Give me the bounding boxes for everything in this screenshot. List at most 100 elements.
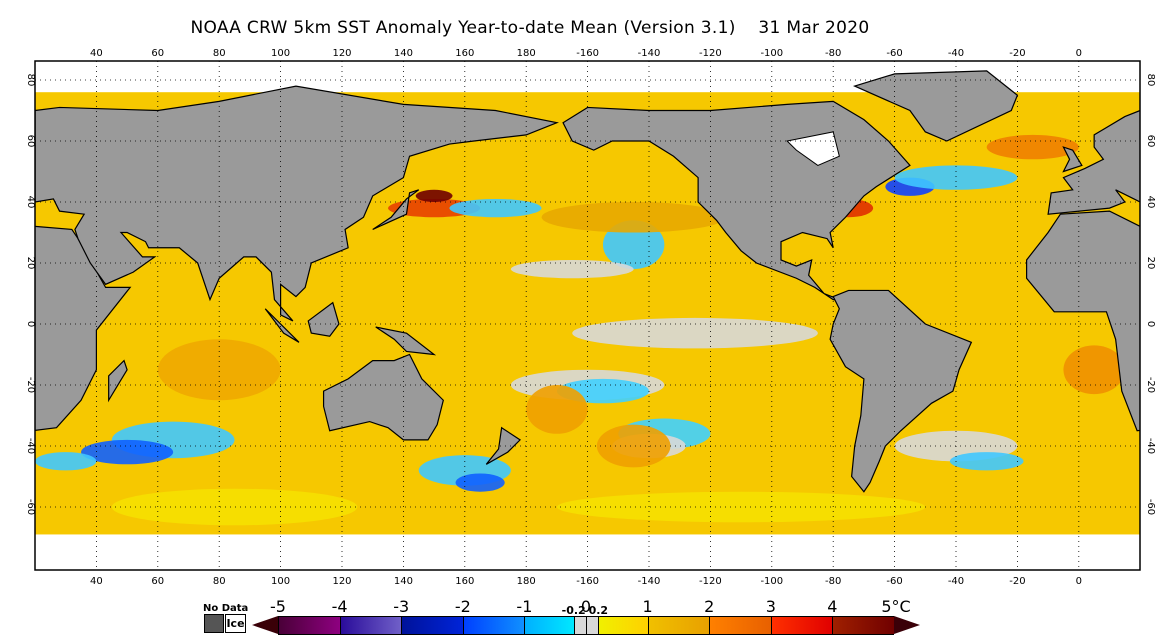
lon-tick-label: 140	[394, 576, 413, 587]
colorbar-segment	[832, 617, 894, 634]
anomaly-patch	[510, 259, 634, 279]
colorbar-segment	[339, 617, 402, 634]
lon-tick-label: -20	[1009, 576, 1025, 587]
ice-swatch: Ice	[225, 614, 246, 633]
colorbar-segment	[401, 617, 463, 634]
anomaly-patch	[35, 452, 97, 471]
colorbar-segment	[524, 617, 574, 634]
anomaly-patch	[111, 488, 358, 526]
colorbar-segment	[598, 617, 648, 634]
lon-tick-label: 120	[332, 576, 351, 587]
land-africa	[1026, 210, 1140, 432]
colorbar-segment	[573, 617, 586, 634]
lon-tick-label: -160	[576, 576, 599, 587]
lat-tick-label: 60	[25, 135, 36, 148]
lon-tick-label: 80	[213, 576, 226, 587]
colorbar-label: -3	[393, 597, 410, 616]
lon-tick-label: -100	[760, 576, 783, 587]
lon-tick-label: -120	[699, 48, 722, 59]
lon-tick-label: -140	[638, 576, 661, 587]
colorbar-label: -0.2	[561, 604, 586, 617]
anomaly-patch	[572, 317, 818, 349]
colorbar-segment	[709, 617, 771, 634]
land-new-zealand	[485, 426, 522, 465]
lat-tick-label: 0	[25, 321, 36, 327]
lon-tick-label: 0	[1076, 48, 1082, 59]
nodata-swatch	[204, 614, 224, 633]
land-sumatra	[264, 308, 300, 343]
colorbar-label: -5	[270, 597, 286, 616]
anomaly-patch	[894, 165, 1018, 190]
lon-tick-label: -80	[825, 48, 841, 59]
lat-tick-label: 80	[1145, 74, 1156, 87]
anomaly-patch	[541, 202, 726, 233]
land-africa	[35, 225, 132, 431]
lon-tick-label: 100	[271, 48, 290, 59]
anomaly-patch	[415, 189, 453, 202]
colorbar-label: -1	[516, 597, 533, 616]
nodata-label: No Data	[203, 603, 249, 614]
colorbar-segment	[278, 617, 340, 634]
colorbar-segment	[462, 617, 525, 634]
anomaly-patch	[1140, 452, 1174, 470]
colorbar-segment	[585, 617, 599, 634]
hudson-bay	[786, 131, 840, 166]
anomaly-patches	[0, 134, 1174, 526]
lon-tick-label: -80	[825, 576, 841, 587]
lat-tick-label: 80	[25, 74, 36, 87]
colorbar-max-arrow	[894, 616, 920, 634]
colorbar-label: -2	[454, 597, 471, 616]
lon-tick-label: -40	[948, 48, 964, 59]
lat-tick-label: 40	[25, 196, 36, 209]
land-australia	[322, 353, 444, 441]
colorbar-label: 5°C	[881, 597, 911, 616]
lon-tick-label: 40	[90, 576, 103, 587]
lat-tick-label: -20	[25, 377, 36, 393]
lat-tick-label: 40	[1145, 196, 1156, 209]
colorbar-label: -4	[331, 597, 348, 616]
axis-ticks: 40 40 60 60 80 80 100 100 120 120 140 140 160 160 180 1…	[25, 48, 1156, 587]
lon-tick-label: 180	[517, 48, 536, 59]
land-masses	[35, 70, 1140, 493]
anomaly-patch	[1063, 345, 1125, 395]
land-japan	[372, 189, 420, 230]
lon-tick-label: 140	[394, 48, 413, 59]
lon-tick-label: -140	[638, 48, 661, 59]
graticule	[35, 61, 1140, 570]
land-greenland	[852, 70, 1019, 142]
lon-tick-label: -120	[699, 576, 722, 587]
lon-tick-label: -100	[760, 48, 783, 59]
anomaly-patch	[449, 198, 542, 218]
anomaly-patch	[0, 345, 20, 394]
lon-tick-label: 180	[517, 576, 536, 587]
lat-tick-label: -60	[1145, 499, 1156, 515]
lon-tick-label: 100	[271, 576, 290, 587]
land-new-guinea	[375, 326, 437, 356]
anomaly-patch	[949, 452, 1024, 471]
anomaly-patch	[157, 339, 281, 401]
colorbar-label: 0	[580, 597, 592, 616]
lon-tick-label: 40	[90, 48, 103, 59]
lat-tick-label: 0	[1145, 321, 1156, 327]
lon-tick-label: 0	[1076, 576, 1082, 587]
colorbar-segment	[647, 617, 710, 634]
sst-anomaly-map: 40 40 60 60 80 80 100 100 120 120 140 140 160 160 180 1…	[0, 48, 1174, 587]
antarctic-ice	[35, 534, 1140, 570]
colorbar-label: 4	[827, 597, 838, 616]
lat-tick-label: 60	[1145, 135, 1156, 148]
colorbar-label: 1	[642, 597, 653, 616]
lon-tick-label: 80	[213, 48, 226, 59]
lon-tick-label: 60	[151, 576, 164, 587]
lat-tick-label: -20	[1145, 377, 1156, 393]
lon-tick-label: -20	[1009, 48, 1025, 59]
land-madagascar	[108, 359, 128, 403]
map-title: NOAA CRW 5km SST Anomaly Year-to-date Me…	[190, 18, 870, 38]
land-south-america	[829, 289, 973, 493]
anomaly-patch	[455, 473, 505, 492]
lon-tick-label: -60	[886, 576, 902, 587]
colorbar-segment	[770, 617, 833, 634]
colorbar-min-arrow	[252, 616, 278, 634]
colorbar-label: 3	[765, 597, 776, 616]
anomaly-patch	[596, 424, 671, 468]
map-frame	[34, 60, 1141, 571]
